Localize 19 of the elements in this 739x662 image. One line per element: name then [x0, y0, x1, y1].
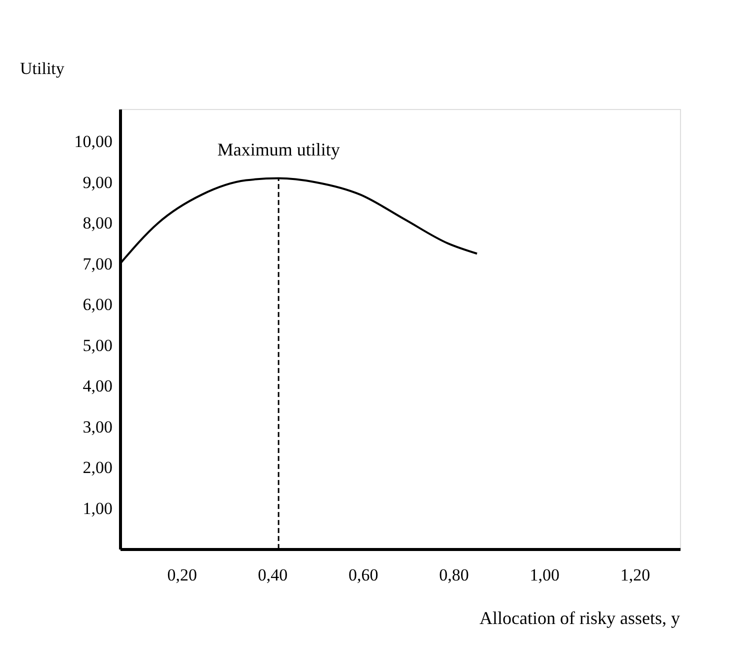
x-tick-label: 0,60	[348, 566, 378, 584]
y-tick-label: 8,00	[82, 214, 112, 233]
x-tick-label: 1,00	[530, 566, 560, 584]
y-tick-label: 2,00	[82, 458, 112, 478]
x-tick-label: 0,20	[167, 566, 197, 584]
y-tick-label: 9,00	[82, 172, 112, 192]
x-tick-label: 1,20	[620, 566, 650, 584]
y-tick-label: 6,00	[82, 295, 112, 314]
x-tick-label: 0,40	[258, 566, 288, 584]
y-tick-label: 10,00	[74, 132, 112, 152]
y-tick-label: 3,00	[82, 417, 112, 436]
y-axis-title: Utility	[20, 59, 65, 78]
x-axis-title: Allocation of risky assets, y	[480, 608, 680, 628]
x-tick-label: 0,80	[439, 566, 469, 584]
y-tick-label: 4,00	[82, 376, 112, 396]
y-tick-label: 5,00	[82, 336, 112, 355]
y-tick-label: 7,00	[82, 254, 112, 274]
y-tick-label: 1,00	[82, 498, 112, 518]
annotation: Maximum utility	[217, 139, 340, 160]
